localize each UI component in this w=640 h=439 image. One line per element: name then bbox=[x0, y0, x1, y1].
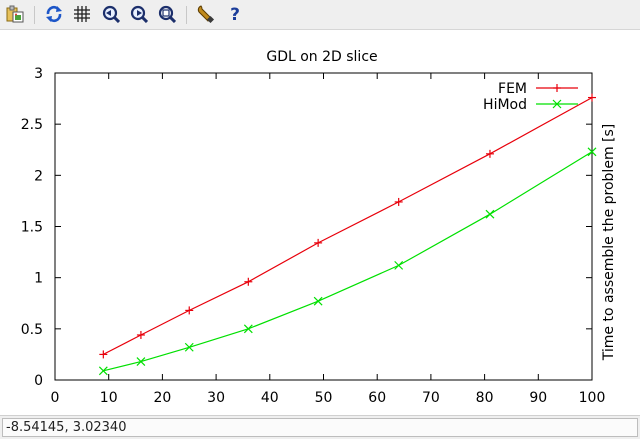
x-tick-label: 100 bbox=[579, 390, 606, 406]
autoscale-button[interactable] bbox=[156, 3, 178, 25]
previous-zoom-button[interactable] bbox=[100, 3, 122, 25]
data-point-himod bbox=[136, 357, 146, 367]
plot-border bbox=[54, 72, 593, 381]
line-chart: 0 10 20 30 40 50 60 70 80 90 100 0 0.5 1 1.5 2 2.5 3 FEMH… bbox=[21, 49, 617, 406]
settings-button[interactable] bbox=[195, 3, 217, 25]
marker-stroke bbox=[243, 324, 253, 334]
copy-to-clipboard-button[interactable] bbox=[4, 3, 26, 25]
data-point-fem bbox=[588, 93, 596, 102]
y-tick-label: 0.5 bbox=[21, 322, 43, 338]
settings-icon bbox=[197, 5, 215, 23]
data-point-fem bbox=[485, 149, 494, 158]
chart-title: GDL on 2D slice bbox=[266, 49, 377, 65]
next-zoom-icon bbox=[130, 5, 148, 23]
marker-stroke bbox=[552, 99, 562, 109]
toggle-grid-button[interactable] bbox=[71, 3, 93, 25]
help-button[interactable]: ? bbox=[224, 3, 246, 25]
marker-stroke bbox=[98, 366, 108, 376]
legend-marker-himod bbox=[552, 99, 562, 109]
x-tick-label: 0 bbox=[51, 390, 60, 406]
data-point-fem bbox=[136, 330, 145, 339]
data-point-himod bbox=[394, 260, 404, 270]
x-tick-label: 80 bbox=[476, 390, 494, 406]
next-zoom-button[interactable] bbox=[128, 3, 150, 25]
data-point-fem bbox=[99, 350, 108, 359]
x-tick-label: 10 bbox=[100, 390, 118, 406]
mouse-coordinates: -8.54145, 3.02340 bbox=[2, 418, 638, 437]
status-bar: -8.54145, 3.02340 bbox=[0, 415, 640, 439]
data-point-himod bbox=[587, 147, 597, 157]
legend-label-himod: HiMod bbox=[483, 97, 527, 113]
axes-frame bbox=[54, 72, 593, 381]
replot-icon bbox=[46, 5, 62, 23]
x-tick-label: 60 bbox=[368, 390, 386, 406]
y-tick-label: 2.5 bbox=[21, 117, 43, 133]
toolbar-separator bbox=[34, 6, 35, 24]
y-tick-label: 1.5 bbox=[21, 220, 43, 236]
data-point-himod bbox=[485, 209, 495, 219]
data-point-fem bbox=[314, 238, 323, 247]
series-layer bbox=[98, 93, 597, 376]
data-point-himod bbox=[98, 366, 108, 376]
series-line-himod bbox=[103, 151, 593, 372]
previous-zoom-icon bbox=[102, 5, 120, 23]
x-tick-label: 90 bbox=[529, 390, 547, 406]
axis-ticks: 0 10 20 30 40 50 60 70 80 90 100 0 0.5 1 1.5 2 2.5 3 bbox=[21, 66, 606, 406]
toolbar: ? bbox=[0, 0, 640, 30]
legend-label-fem: FEM bbox=[498, 81, 527, 97]
series-himod bbox=[98, 147, 597, 376]
y-axis-label: Time to assemble the problem [s] bbox=[601, 124, 617, 362]
data-point-fem bbox=[244, 277, 253, 286]
marker-stroke bbox=[136, 357, 146, 367]
data-point-himod bbox=[313, 296, 323, 306]
marker-stroke bbox=[485, 209, 495, 219]
plot-area[interactable]: 0 10 20 30 40 50 60 70 80 90 100 0 0.5 1 1.5 2 2.5 3 FEM H… bbox=[0, 31, 640, 414]
marker-stroke bbox=[394, 260, 404, 270]
autoscale-icon bbox=[158, 5, 176, 23]
marker-stroke bbox=[587, 147, 597, 157]
copy-to-clipboard-icon bbox=[6, 5, 24, 23]
toggle-grid-icon bbox=[74, 6, 90, 22]
marker-stroke bbox=[184, 342, 194, 352]
y-tick-label: 3 bbox=[34, 66, 43, 82]
series-line-fem bbox=[103, 97, 593, 355]
y-tick-label: 2 bbox=[34, 168, 43, 184]
series-fem bbox=[99, 93, 596, 359]
data-point-fem bbox=[185, 306, 194, 315]
data-point-himod bbox=[184, 342, 194, 352]
x-tick-label: 50 bbox=[315, 390, 333, 406]
toolbar-separator bbox=[186, 6, 187, 24]
help-icon: ? bbox=[230, 5, 240, 23]
x-tick-label: 30 bbox=[207, 390, 225, 406]
x-tick-label: 70 bbox=[422, 390, 440, 406]
x-tick-label: 40 bbox=[261, 390, 279, 406]
data-point-fem bbox=[394, 197, 403, 206]
svg-text:?: ? bbox=[230, 5, 240, 23]
data-point-himod bbox=[243, 324, 253, 334]
y-tick-label: 1 bbox=[34, 271, 43, 287]
x-tick-label: 20 bbox=[153, 390, 171, 406]
y-tick-label: 0 bbox=[34, 373, 43, 389]
marker-stroke bbox=[313, 296, 323, 306]
legend-marker-fem bbox=[553, 84, 561, 92]
replot-button[interactable] bbox=[43, 3, 65, 25]
